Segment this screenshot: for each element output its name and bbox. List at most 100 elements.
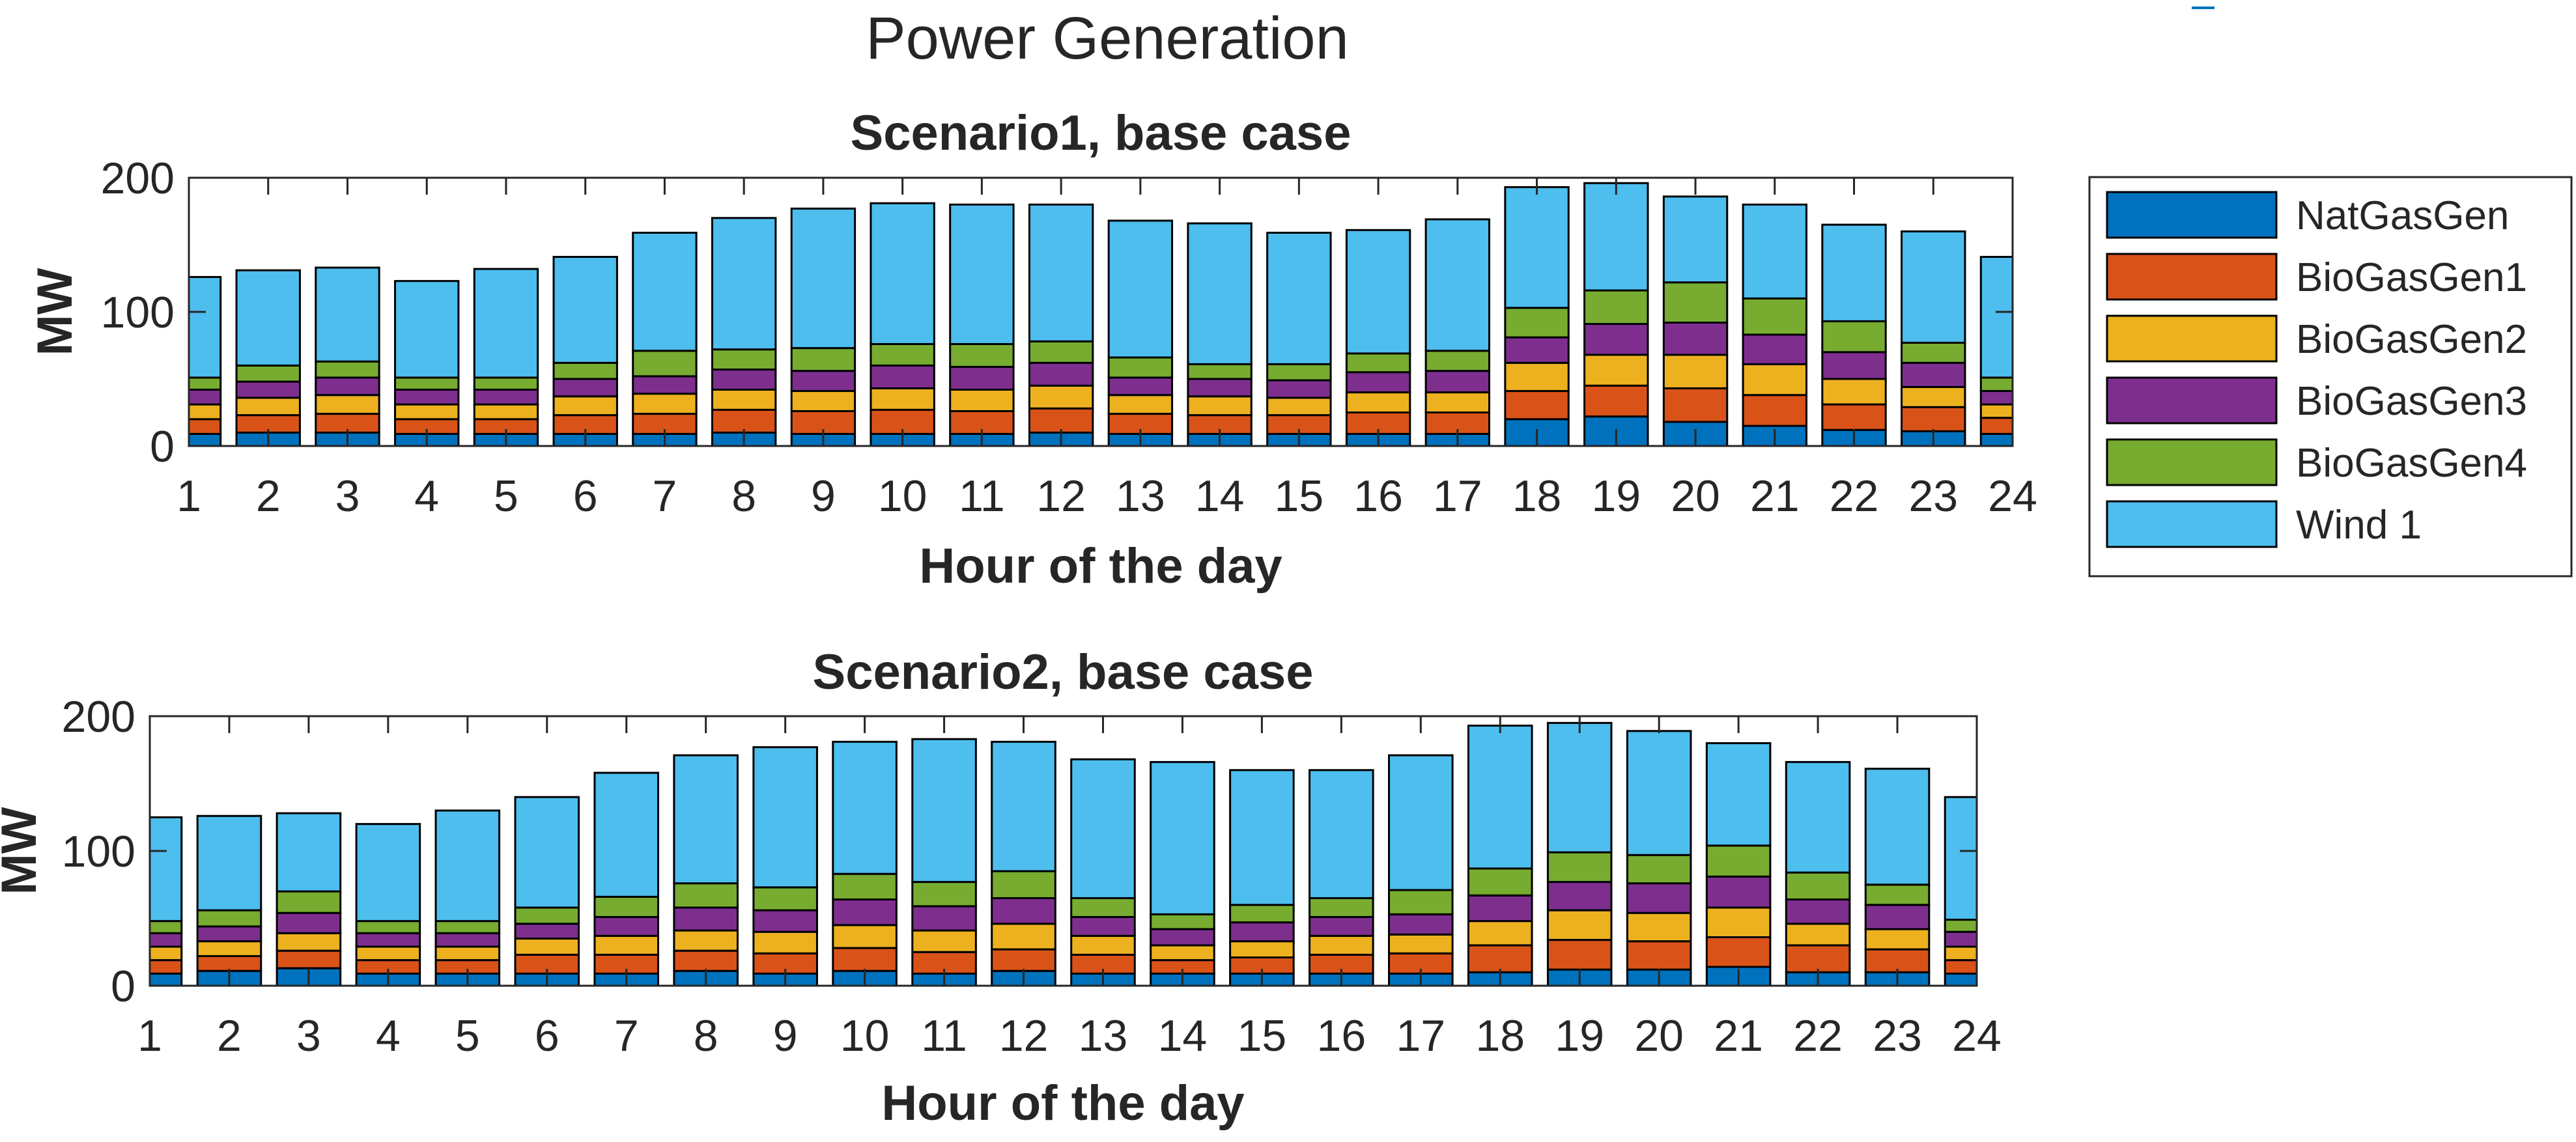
x-tick-label: 1 [177, 471, 201, 521]
legend-swatch-biogasgen3 [2106, 376, 2278, 425]
x-tick-label: 6 [535, 1011, 559, 1061]
x-tick-label: 17 [1396, 1011, 1445, 1061]
bar-wind-1-hour-23 [1901, 230, 1966, 344]
bar-biogasgen3-hour-11 [949, 365, 1015, 391]
bar-biogasgen3-hour-17 [1424, 370, 1491, 394]
bar-biogasgen2-hour-8 [673, 929, 739, 952]
x-tick-label: 8 [731, 471, 756, 521]
legend-label-natgasgen: NatGasGen [2296, 193, 2509, 238]
bar-biogasgen1-hour-1 [150, 959, 183, 975]
bar-biogasgen3-hour-23 [1864, 904, 1931, 930]
bar-biogasgen3-hour-17 [1388, 913, 1454, 936]
bar-biogasgen2-hour-21 [1705, 906, 1772, 938]
bar-wind-1-hour-15 [1266, 231, 1332, 365]
bar-biogasgen4-hour-23 [1864, 884, 1931, 906]
bar-wind-1-hour-11 [949, 203, 1015, 345]
bar-wind-1-hour-6 [552, 256, 618, 364]
bar-biogasgen3-hour-7 [593, 915, 660, 937]
bar-biogasgen3-hour-4 [355, 932, 421, 948]
bar-biogasgen3-hour-23 [1901, 361, 1966, 388]
axes-title: Scenario2, base case [813, 645, 1314, 700]
bar-biogasgen4-hour-2 [235, 364, 301, 383]
bar-biogasgen4-hour-6 [552, 361, 618, 380]
bar-biogasgen3-hour-16 [1309, 915, 1374, 937]
x-tick-label: 12 [999, 1011, 1049, 1061]
x-tick-label: 20 [1671, 471, 1720, 521]
x-tick-label: 13 [1079, 1011, 1128, 1061]
bar-biogasgen1-hour-8 [673, 949, 739, 972]
bar-biogasgen3-hour-20 [1626, 882, 1692, 914]
x-tick-label: 9 [811, 471, 836, 521]
bar-biogasgen4-hour-22 [1821, 320, 1887, 354]
bar-biogasgen2-hour-8 [711, 388, 777, 411]
x-tick-label: 18 [1512, 471, 1562, 521]
bar-biogasgen3-hour-21 [1742, 333, 1807, 365]
bar-biogasgen3-hour-24 [1979, 390, 2013, 406]
axes-frame [188, 176, 2014, 447]
bar-biogasgen2-hour-18 [1467, 920, 1533, 947]
bar-biogasgen1-hour-12 [1028, 407, 1094, 434]
bar-biogasgen4-hour-13 [1107, 356, 1174, 379]
x-tick-label: 9 [773, 1011, 798, 1061]
x-tick-label: 11 [959, 471, 1005, 521]
bar-wind-1-hour-16 [1309, 769, 1374, 899]
y-tick-label: 100 [101, 288, 175, 337]
bar-biogasgen1-hour-24 [1979, 417, 2013, 435]
bar-biogasgen2-hour-13 [1107, 394, 1174, 415]
x-tick-label: 15 [1238, 1011, 1287, 1061]
bar-biogasgen3-hour-8 [711, 369, 777, 391]
x-tick-label: 19 [1591, 471, 1641, 521]
bar-wind-1-hour-10 [870, 202, 935, 345]
x-tick-label: 8 [694, 1011, 718, 1061]
bar-biogasgen3-hour-8 [673, 906, 739, 932]
legend-label-biogasgen3: BioGasGen3 [2296, 379, 2527, 424]
bar-biogasgen2-hour-1 [150, 945, 183, 962]
bar-biogasgen3-hour-15 [1229, 921, 1295, 943]
x-tick-label: 12 [1036, 471, 1086, 521]
axes-frame [149, 715, 1978, 987]
bar-biogasgen1-hour-21 [1705, 936, 1772, 968]
x-tick-label: 10 [840, 1011, 890, 1061]
bar-wind-1-hour-19 [1546, 721, 1613, 854]
bar-biogasgen1-hour-20 [1662, 387, 1729, 423]
legend-swatch-biogasgen2 [2106, 314, 2278, 363]
bar-biogasgen1-hour-22 [1821, 403, 1887, 431]
bar-biogasgen4-hour-19 [1583, 289, 1649, 326]
bar-wind-1-hour-22 [1785, 760, 1851, 874]
bar-biogasgen1-hour-2 [196, 954, 262, 972]
bar-biogasgen3-hour-10 [870, 364, 935, 389]
bar-biogasgen1-hour-23 [1901, 406, 1966, 432]
bar-wind-1-hour-3 [276, 812, 342, 893]
bars [189, 182, 2013, 446]
bar-biogasgen2-hour-3 [315, 394, 380, 415]
x-tick-label: 14 [1195, 471, 1245, 521]
bar-wind-1-hour-12 [991, 740, 1056, 872]
bar-biogasgen2-hour-9 [790, 390, 856, 412]
bar-biogasgen2-hour-2 [196, 940, 262, 957]
bar-biogasgen3-hour-12 [1028, 361, 1094, 387]
bar-wind-1-hour-7 [632, 231, 698, 352]
bar-biogasgen4-hour-16 [1345, 352, 1411, 374]
bar-biogasgen4-hour-21 [1705, 844, 1772, 878]
bar-biogasgen2-hour-3 [276, 932, 342, 952]
bar-wind-1-hour-8 [711, 217, 777, 351]
bar-wind-1-hour-8 [673, 754, 739, 885]
bar-biogasgen2-hour-18 [1504, 361, 1570, 393]
bar-biogasgen1-hour-12 [991, 948, 1056, 972]
bar-biogasgen2-hour-7 [632, 393, 698, 415]
bar-biogasgen2-hour-20 [1626, 912, 1692, 943]
y-tick-label: 100 [62, 827, 135, 876]
bar-biogasgen2-hour-5 [434, 945, 501, 962]
bar-biogasgen4-hour-3 [276, 890, 342, 914]
bar-biogasgen2-hour-24 [1979, 403, 2013, 419]
bar-biogasgen4-hour-9 [790, 347, 856, 372]
x-tick-label: 2 [256, 471, 281, 521]
bar-biogasgen1-hour-21 [1742, 394, 1807, 427]
x-tick-label: 1 [137, 1011, 162, 1061]
y-tick-label: 0 [150, 422, 175, 471]
bar-biogasgen2-hour-17 [1424, 391, 1491, 413]
figure-title: Power Generation [866, 5, 1349, 72]
bar-wind-1-hour-20 [1662, 195, 1729, 284]
bar-biogasgen4-hour-23 [1901, 341, 1966, 364]
